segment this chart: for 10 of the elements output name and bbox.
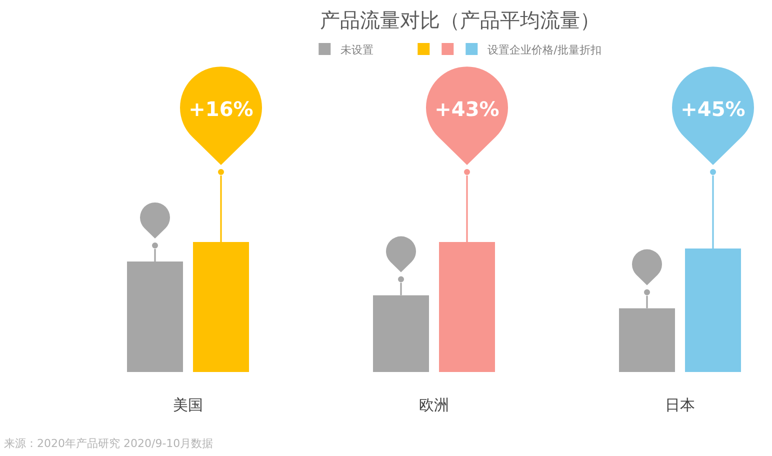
annotation: +45%	[680, 97, 746, 121]
chart-title: 产品流量对比（产品平均流量）	[320, 8, 600, 32]
legend-label: 设置企业价格/批量折扣	[488, 44, 602, 56]
x-tick-label: 美国	[173, 396, 203, 414]
annotation: +16%	[188, 97, 254, 121]
legend-label: 未设置	[340, 44, 374, 56]
source-note: 来源：2020年产品研究 2020/9-10月数据	[4, 437, 214, 450]
x-tick-label: 日本	[665, 396, 695, 414]
annotation: +43%	[434, 97, 500, 121]
x-tick-label: 欧洲	[419, 396, 449, 414]
